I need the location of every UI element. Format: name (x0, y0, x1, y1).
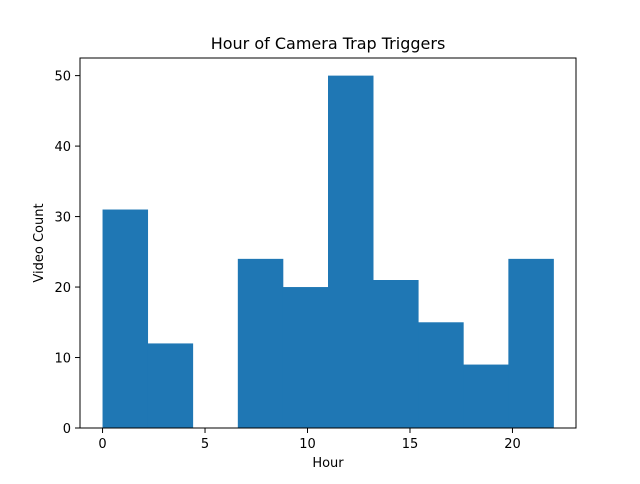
y-tick-label: 50 (54, 70, 71, 85)
x-tick-label: 15 (402, 437, 419, 452)
histogram-bar (237, 258, 284, 428)
x-tick-label: 0 (98, 437, 106, 452)
x-axis-label: Hour (312, 456, 344, 471)
y-tick-label: 30 (54, 211, 71, 226)
y-tick-label: 40 (54, 140, 71, 155)
x-axis-ticks: 0 5 10 15 20 (98, 428, 521, 452)
x-tick-label: 20 (504, 437, 521, 452)
y-tick-label: 20 (54, 281, 71, 296)
bars-group (102, 75, 554, 428)
histogram-bar (508, 258, 554, 428)
histogram-bar (282, 287, 329, 428)
histogram-bar (328, 75, 374, 428)
y-tick-label: 0 (63, 422, 71, 437)
y-axis-label: Video Count (32, 203, 47, 282)
x-tick-label: 10 (299, 437, 316, 452)
histogram-bar (373, 280, 419, 428)
y-axis-ticks: 0 10 20 30 40 50 (54, 70, 80, 437)
chart-title: Hour of Camera Trap Triggers (211, 34, 446, 53)
y-tick-label: 10 (54, 352, 71, 367)
histogram-bar (463, 364, 509, 428)
plot-frame (79, 57, 577, 429)
x-tick-label: 5 (201, 437, 209, 452)
histogram-bar (418, 322, 464, 428)
histogram-bar (102, 209, 149, 428)
histogram-bar (147, 343, 194, 428)
